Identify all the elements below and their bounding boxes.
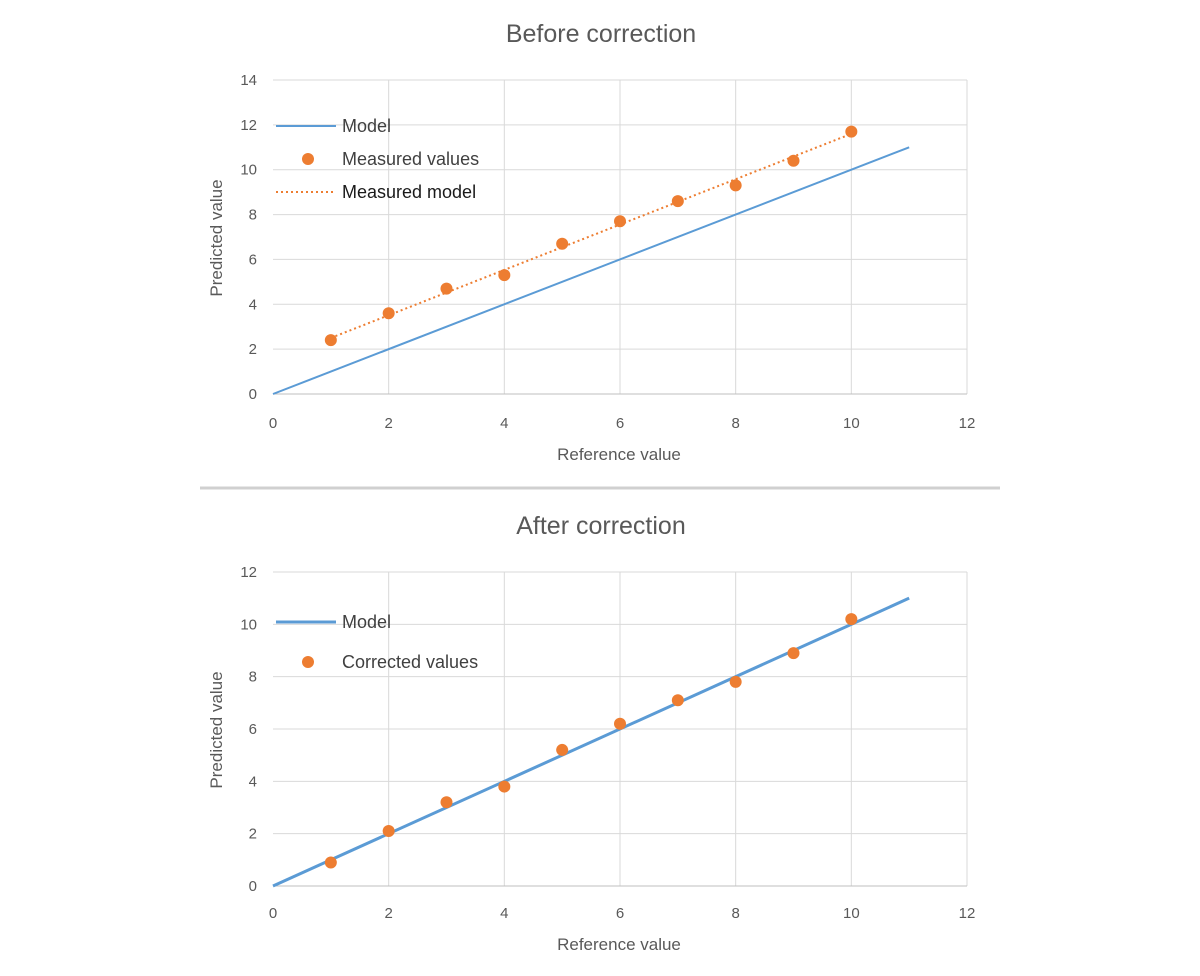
legend: Model Measured values Measured model	[276, 116, 479, 202]
data-point	[614, 717, 626, 730]
data-point	[324, 856, 337, 869]
x-axis-label: Reference value	[557, 935, 681, 954]
x-axis-label: Reference value	[557, 445, 681, 464]
y-axis-label: Predicted value	[207, 671, 226, 788]
data-point	[324, 334, 337, 347]
data-point	[729, 675, 742, 688]
x-tick-label: 6	[616, 905, 624, 922]
y-tick-label: 0	[249, 386, 257, 403]
y-tick-label: 10	[240, 162, 257, 179]
legend-label: Model	[342, 116, 391, 136]
y-tick-label: 4	[249, 773, 257, 790]
legend-label: Model	[342, 612, 391, 632]
data-point	[787, 154, 800, 167]
data-point	[382, 307, 395, 320]
x-tick-label: 12	[959, 905, 976, 922]
data-point	[845, 125, 858, 138]
x-tick-label: 0	[269, 905, 277, 922]
legend-swatch	[302, 656, 314, 668]
x-tick-label: 8	[731, 415, 739, 432]
y-tick-label: 2	[249, 341, 257, 358]
series-line-model	[272, 146, 910, 395]
series-line-measured-model	[330, 132, 852, 339]
y-tick-label: 12	[240, 564, 257, 581]
x-tick-label: 12	[959, 415, 976, 432]
y-tick-label: 14	[240, 72, 257, 89]
data-point	[556, 237, 569, 250]
data-point	[498, 780, 511, 793]
data-point	[440, 796, 453, 809]
data-point	[787, 647, 800, 660]
data-point	[729, 179, 742, 192]
y-tick-label: 12	[240, 117, 257, 134]
data-point	[440, 282, 453, 295]
x-tick-label: 2	[384, 415, 392, 432]
x-tick-label: 2	[384, 905, 392, 922]
y-tick-label: 6	[249, 721, 257, 738]
y-tick-label: 8	[249, 207, 257, 224]
series-line-model	[272, 596, 910, 888]
data-point	[614, 215, 626, 228]
legend: Model Corrected values	[276, 612, 478, 672]
axes: 0 2 4 6 8 10 12 0 2 4 6 8 10 12	[240, 564, 975, 922]
axes: 0 2 4 6 8 10 12 0 2 4 6 8 10 12 14	[240, 72, 975, 432]
y-tick-label: 6	[249, 251, 257, 268]
data-point	[845, 613, 858, 626]
x-tick-label: 6	[616, 415, 624, 432]
y-tick-label: 0	[249, 878, 257, 895]
data-point	[671, 195, 684, 208]
data-point	[498, 269, 511, 282]
legend-label: Measured values	[342, 149, 479, 169]
chart-after-correction: After correction 0 2 4 6 8 10 12 0 2 4 6 8 10 12 Mode…	[207, 512, 975, 954]
chart-title: After correction	[516, 512, 686, 540]
y-tick-label: 4	[249, 296, 257, 313]
x-tick-label: 10	[843, 415, 860, 432]
x-tick-label: 8	[731, 905, 739, 922]
legend-label: Measured model	[342, 182, 476, 202]
legend-label: Corrected values	[342, 652, 478, 672]
chart-before-correction: Before correction 0 2 4 6 8 10 12 0 2 4 6 8 10 12 14 M…	[207, 20, 975, 464]
x-tick-label: 10	[843, 905, 860, 922]
y-tick-label: 10	[240, 616, 257, 633]
data-point	[556, 743, 569, 756]
data-point	[671, 694, 684, 707]
y-axis-label: Predicted value	[207, 179, 226, 296]
legend-swatch	[302, 153, 314, 165]
plot-area	[272, 125, 910, 395]
y-tick-label: 2	[249, 826, 257, 843]
y-tick-label: 8	[249, 669, 257, 686]
data-point	[382, 825, 395, 838]
plot-area	[272, 596, 910, 888]
x-tick-label: 0	[269, 415, 277, 432]
x-tick-label: 4	[500, 415, 508, 432]
chart-title: Before correction	[506, 20, 696, 48]
x-tick-label: 4	[500, 905, 508, 922]
